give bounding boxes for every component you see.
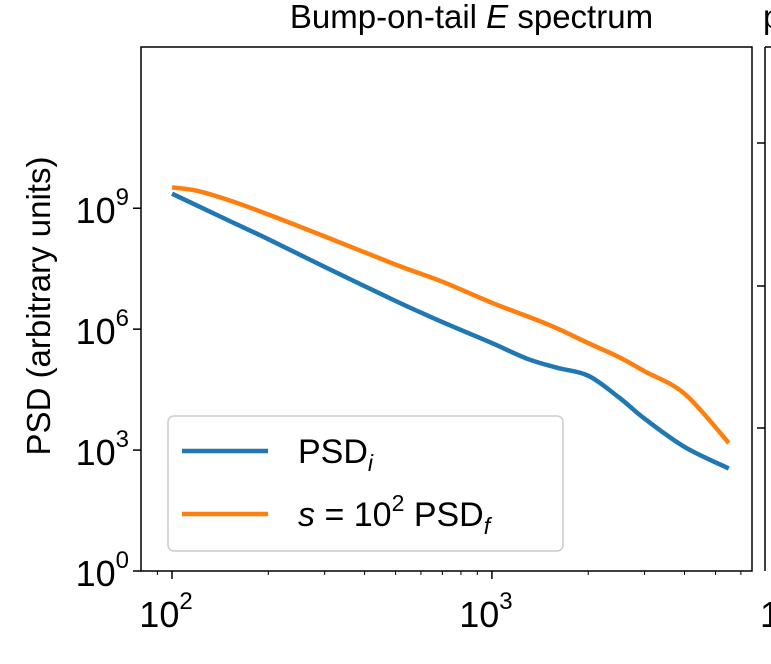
legend-prefix: = 10: [315, 496, 392, 534]
legend-variable: s: [298, 496, 315, 534]
plot-frame: [140, 46, 753, 572]
legend-entry: s = 102 PSDf: [298, 490, 493, 539]
chart-title-suffix: spectrum: [508, 0, 653, 35]
y-tick-exponent: 6: [116, 305, 129, 332]
y-tick-base: 10: [76, 432, 116, 473]
legend-superscript: 2: [392, 490, 405, 516]
plot-area: [133, 46, 753, 579]
x-tick-label: 103: [459, 588, 512, 635]
x-tick-exponent: 2: [179, 588, 192, 615]
x-tick-exponent: 3: [499, 588, 512, 615]
y-axis-label: PSD (arbitrary units): [20, 157, 57, 456]
y-tick-label: 106: [76, 305, 129, 352]
y-tick-label: 109: [76, 184, 129, 231]
y-tick-base: 10: [76, 311, 116, 352]
y-tick-exponent: 0: [116, 547, 129, 574]
y-tick-base: 10: [76, 553, 116, 594]
series-line-2: [171, 185, 731, 445]
legend-subscript: f: [484, 513, 493, 539]
y-tick-exponent: 3: [116, 426, 129, 453]
y-tick-label: 103: [76, 426, 129, 473]
x-tick-base: 10: [139, 594, 179, 635]
series-line-1: [171, 191, 730, 471]
y-tick-exponent: 9: [116, 184, 129, 211]
legend-main: PSD: [298, 433, 368, 471]
legend-main: PSD: [404, 496, 483, 534]
x-tick-label: 102: [139, 588, 192, 635]
neighbor-tick-fragment: 1: [760, 594, 771, 635]
y-tick-base: 10: [76, 190, 116, 231]
legend-subscript: i: [368, 450, 374, 476]
neighbor-title-fragment: p: [763, 0, 771, 35]
chart-title: Bump-on-tail E spectrum: [290, 0, 653, 35]
legend-entry: PSDi: [298, 433, 374, 476]
chart-title-italic: E: [486, 0, 509, 35]
x-tick-base: 10: [459, 594, 499, 635]
y-tick-label: 100: [76, 547, 129, 594]
chart-title-text: Bump-on-tail: [290, 0, 486, 35]
